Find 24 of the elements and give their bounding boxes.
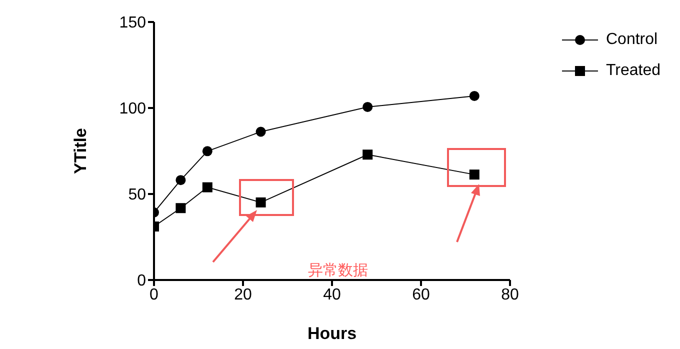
annotation: 异常数据 [308, 261, 368, 279]
point [256, 126, 266, 137]
x-tick-label: 80 [501, 286, 519, 304]
y-tick-label: 100 [119, 100, 146, 118]
point [176, 175, 186, 186]
x-tick-label: 60 [412, 286, 430, 304]
y-tick-label: 150 [119, 14, 146, 32]
x-tick-label: 40 [323, 286, 341, 304]
legend-label: Control [606, 30, 658, 48]
point [362, 102, 373, 112]
point [362, 150, 373, 160]
y-axis-title: YTitle [71, 128, 90, 174]
point [469, 170, 480, 180]
x-axis-title: Hours [307, 324, 357, 343]
y-tick-label: 50 [128, 186, 146, 204]
point [202, 146, 212, 156]
point [176, 203, 186, 214]
x-tick-label: 0 [150, 286, 159, 304]
point [256, 197, 266, 208]
point [202, 182, 212, 192]
x-tick-label: 20 [234, 286, 252, 304]
legend-label: Treated [606, 62, 661, 80]
y-tick-label: 0 [137, 272, 146, 290]
point [469, 90, 480, 101]
